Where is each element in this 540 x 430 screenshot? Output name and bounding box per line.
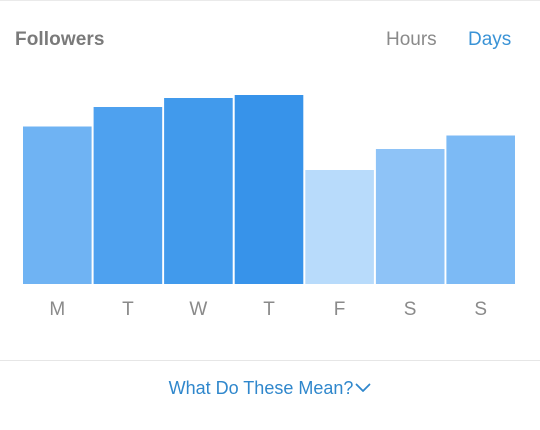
x-tick-label-1: T — [122, 299, 134, 320]
bar-3[interactable] — [234, 95, 304, 284]
x-tick-label-0: M — [49, 299, 65, 320]
bar-6[interactable] — [446, 135, 515, 285]
bar-0[interactable] — [23, 126, 92, 285]
bottom-divider — [0, 360, 540, 361]
bar-2[interactable] — [164, 98, 233, 284]
top-divider — [0, 0, 540, 1]
x-tick-label-6: S — [474, 299, 487, 320]
tab-days[interactable]: Days — [468, 29, 512, 50]
chevron-down-icon — [355, 377, 371, 398]
what-do-these-mean-link[interactable]: What Do These Mean? — [0, 378, 540, 399]
bar-4[interactable] — [305, 170, 374, 284]
bar-1[interactable] — [93, 107, 163, 284]
x-tick-label-4: F — [334, 299, 346, 320]
help-link-label: What Do These Mean? — [168, 378, 354, 398]
x-tick-label-5: S — [404, 299, 417, 320]
bar-5[interactable] — [375, 149, 445, 284]
section-title: Followers — [15, 29, 105, 50]
x-tick-label-2: W — [189, 299, 207, 320]
tab-hours[interactable]: Hours — [386, 29, 437, 50]
x-tick-label-3: T — [263, 299, 275, 320]
